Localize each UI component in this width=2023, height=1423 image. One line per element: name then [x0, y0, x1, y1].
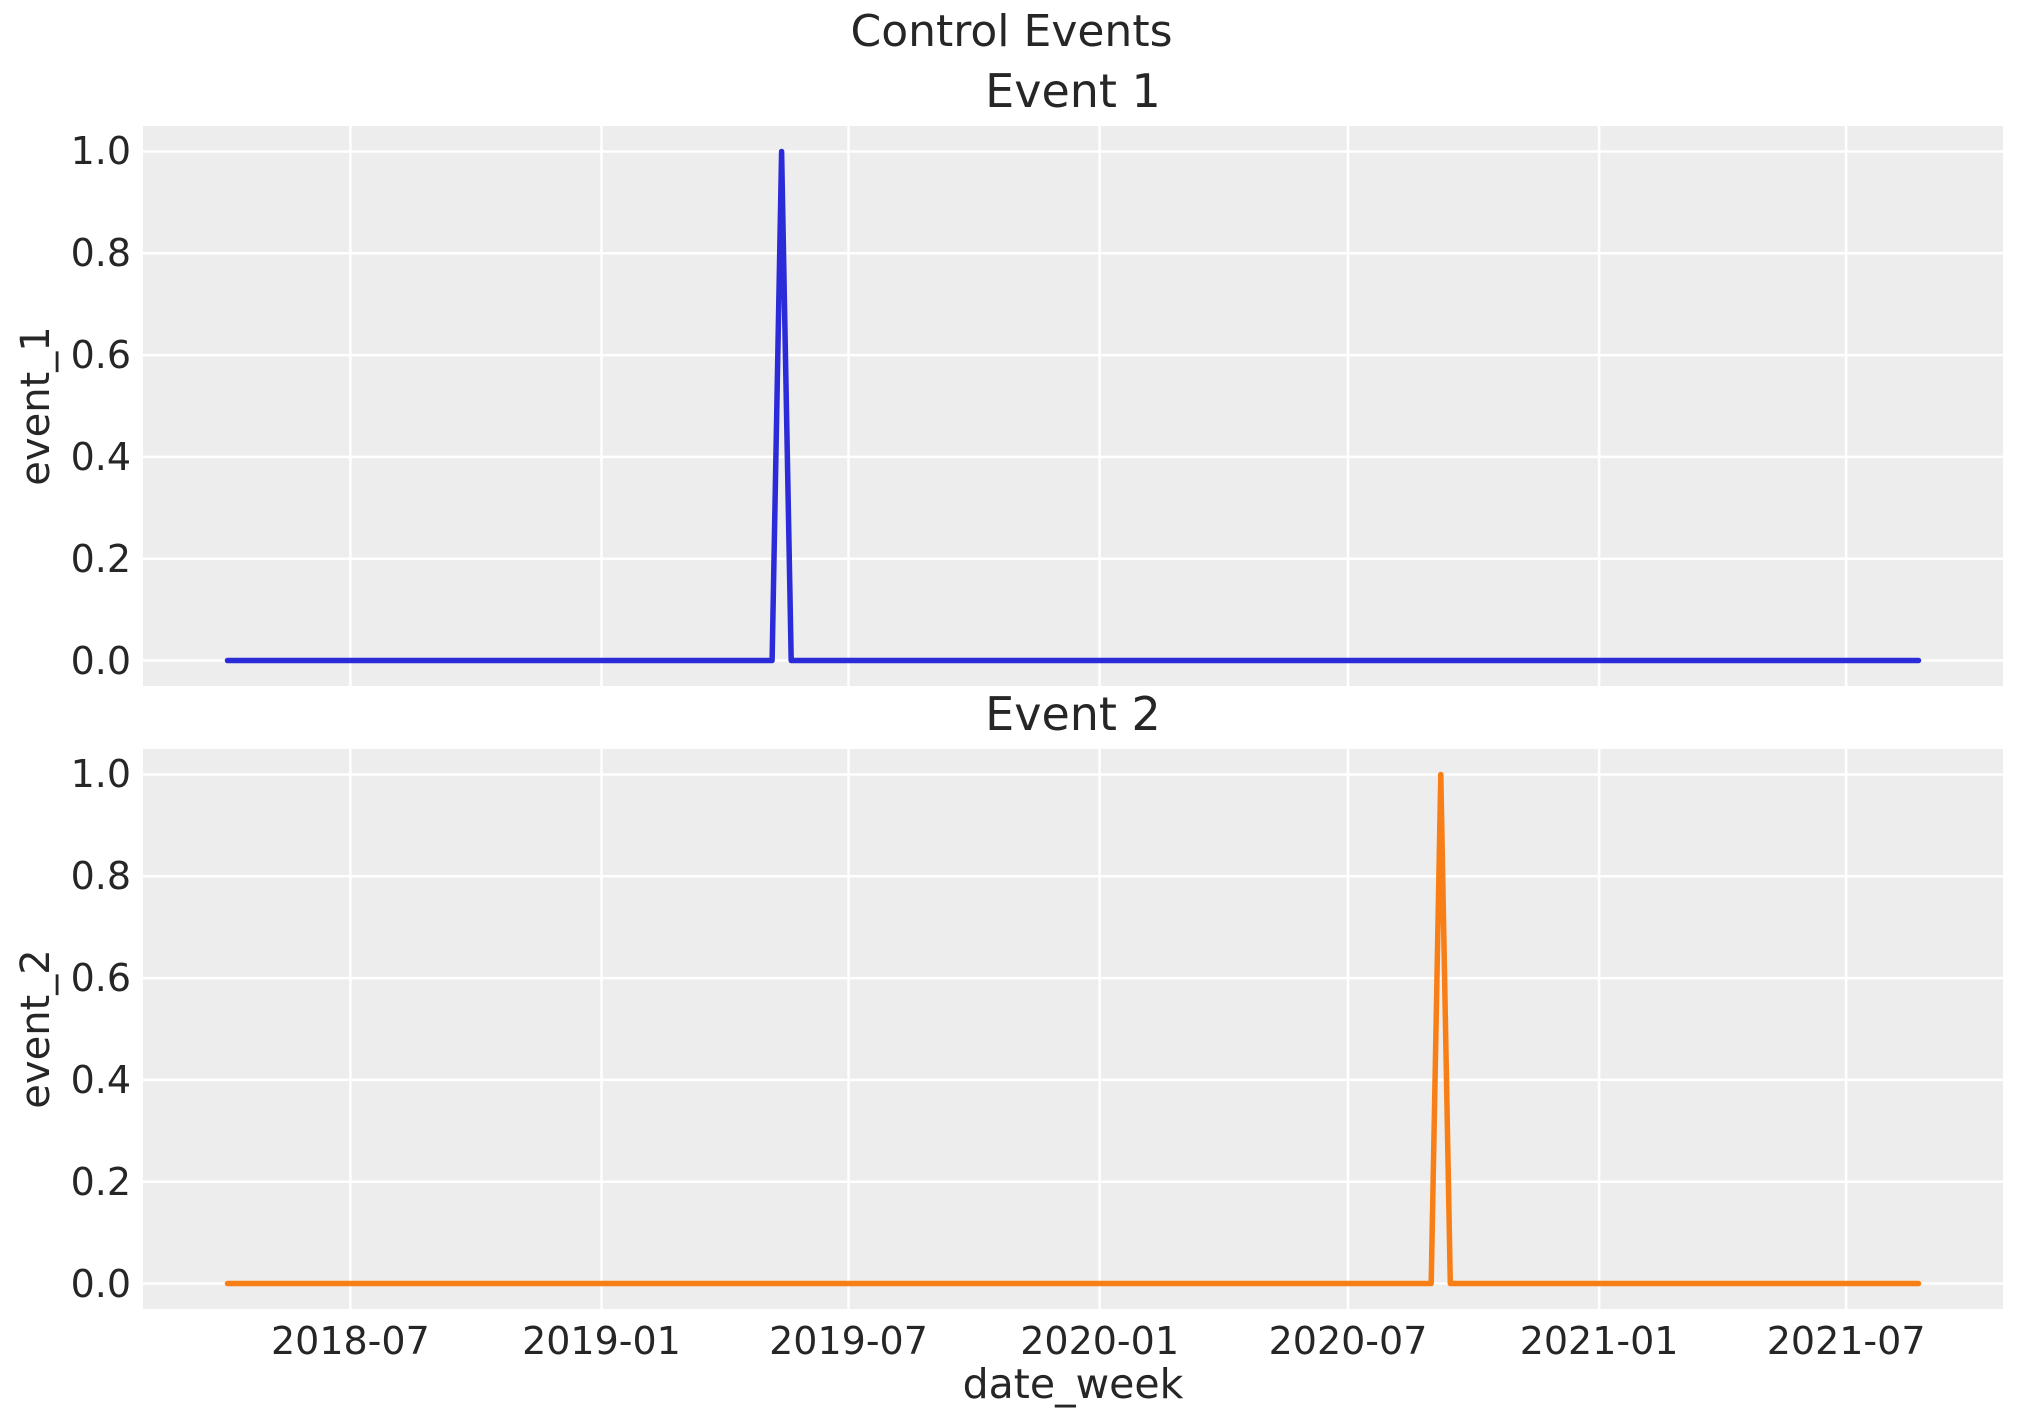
plot-area	[143, 749, 2003, 1309]
plot-background	[143, 749, 2003, 1309]
y-tick-label: 0.6	[70, 956, 131, 1001]
plot-area	[143, 126, 2003, 686]
data-line	[224, 148, 1922, 664]
y-tick-label: 0.4	[70, 434, 131, 479]
y-tick-label: 0.8	[70, 231, 131, 276]
y-tick-label: 0.0	[70, 1261, 131, 1306]
x-tick-label: 2019-01	[522, 1319, 681, 1363]
plot-background	[143, 126, 2003, 686]
y-tick-label: 1.0	[70, 129, 131, 174]
x-tick-label: 2018-07	[270, 1319, 430, 1363]
x-tick-label: 2020-07	[1268, 1319, 1428, 1363]
y-tick-label: 0.2	[70, 1159, 131, 1204]
x-tick-label: 2021-07	[1766, 1319, 1926, 1363]
x-tick-label: 2020-01	[1020, 1319, 1179, 1363]
y-tick-label: 0.4	[70, 1057, 131, 1102]
y-tick-label: 0.6	[70, 333, 131, 378]
x-tick-label: 2019-07	[769, 1319, 928, 1363]
figure-title: Control Events	[850, 6, 1173, 57]
y-tick-label: 0.2	[70, 536, 131, 581]
y-tick-label: 1.0	[70, 752, 131, 797]
y-tick-label: 0.8	[70, 854, 131, 899]
subplot-title: Event 2	[985, 687, 1161, 741]
subplot-title: Event 1	[985, 64, 1161, 118]
x-tick-label: 2021-01	[1519, 1319, 1679, 1363]
data-line	[224, 771, 1922, 1287]
y-tick-label: 0.0	[70, 638, 131, 683]
x-axis-label: date_week	[962, 1360, 1184, 1408]
